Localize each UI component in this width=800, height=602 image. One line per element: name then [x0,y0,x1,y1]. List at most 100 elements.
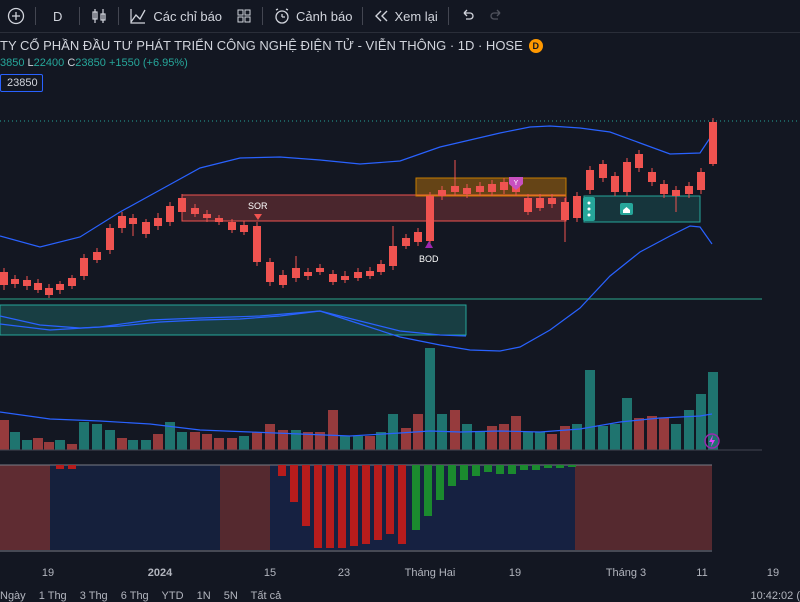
osc-bg-red [0,465,50,550]
candle-body [292,268,300,278]
ohlc-readout: 3850 L22400 C23850 +1550 (+6.95%) [0,57,188,69]
osc-bg-blue [50,465,220,550]
toolbar-divider [118,7,120,25]
candle-body [0,272,8,285]
osc-bar [350,465,358,546]
candle-body [93,252,101,260]
candle-body [402,238,410,246]
alert-label: Cảnh báo [296,8,353,24]
volume-bar [44,442,54,450]
volume-group [0,348,718,450]
volume-bar [684,410,694,450]
volume-bar [55,440,65,450]
candle-body [426,196,434,241]
clock-readout: 10:42:02 ( [750,590,800,602]
chart-type-button[interactable] [83,0,115,32]
range-6m[interactable]: 6 Thg [120,590,149,602]
volume-bar [0,420,9,450]
volume-bar [547,434,557,450]
volume-bar [365,436,375,450]
volume-bar [117,438,127,450]
range-1y[interactable]: 1N [196,590,211,602]
range-3m[interactable]: 3 Thg [79,590,108,602]
candle-body [548,198,556,204]
candle-body [586,170,594,190]
replay-button[interactable]: Xem lại [366,0,444,32]
candle-body [366,271,374,276]
osc-bar [278,465,286,476]
osc-bar [424,465,432,516]
volume-bar [585,370,595,450]
volume-bar [598,426,608,450]
candle-body [685,186,693,194]
templates-button[interactable] [229,0,259,32]
interval-button[interactable]: D [39,0,76,32]
osc-bar [362,465,370,544]
indicators-button[interactable]: Các chỉ báo [122,0,229,32]
osc-bar [496,465,504,474]
candle-body [697,172,705,190]
volume-bar [165,422,175,450]
osc-bar [338,465,346,548]
range-ytd[interactable]: YTD [161,590,184,602]
toolbar-divider [79,7,81,25]
range-day[interactable]: Ngày [0,590,26,602]
volume-bar [572,424,582,450]
volume-bar [177,432,187,450]
volume-bar [622,398,632,450]
redo-button[interactable] [482,0,512,32]
candle-body [599,164,607,178]
alert-button[interactable]: Cảnh báo [266,0,359,32]
osc-bar [460,465,468,480]
candle-body [203,214,211,218]
osc-bar [472,465,480,476]
x-axis[interactable]: 19 2024 15 23 Tháng Hai 19 Tháng 3 11 19 [0,562,800,584]
candle-body [80,258,88,276]
close-value: 23850 [75,57,106,69]
range-selector: Ngày 1 Thg 3 Thg 6 Thg YTD 1N 5N Tất cả [0,590,291,602]
volume-bar [328,410,338,450]
candle-body [414,232,422,242]
osc-histogram [56,465,576,548]
sor-marker [254,214,262,220]
range-all[interactable]: Tất cả [250,590,282,602]
volume-bar [353,436,363,450]
range-1m[interactable]: 1 Thg [38,590,67,602]
green-zone [583,195,701,223]
candle-body [129,218,137,224]
price-input-box[interactable]: 23850 [0,74,43,92]
lightning-icon[interactable] [704,433,720,449]
volume-bar [523,432,533,450]
x-tick-label: 2024 [147,567,173,579]
candle-body [228,222,236,230]
plus-circle-icon [7,7,25,25]
candle-body [524,198,532,212]
candle-body [142,222,150,234]
add-symbol-button[interactable] [0,0,32,32]
rewind-icon [375,10,388,22]
volume-bar [128,440,138,450]
low-label: L [27,57,34,69]
osc-bar [398,465,406,544]
y-marker-label: Y [514,180,519,187]
range-5y[interactable]: 5N [223,590,238,602]
candle-body [23,280,31,286]
volume-bar [202,434,212,450]
redo-icon [490,9,501,20]
candle-body [648,172,656,182]
x-tick-label: Tháng 3 [605,567,647,579]
volume-bar [265,424,275,450]
volume-bar [610,424,620,450]
osc-bar [290,465,298,502]
market-status-badge[interactable]: D [528,39,543,53]
x-tick-label: 11 [696,567,708,579]
chart-canvas[interactable]: SOR BOD Y [0,96,800,560]
replay-label: Xem lại [394,8,438,24]
bod-label: BOD [419,254,439,264]
candle-body [316,268,324,272]
candle-body [166,206,174,222]
candle-body [389,246,397,266]
osc-bar [520,465,528,470]
x-tick-label: 15 [263,567,277,579]
undo-button[interactable] [452,0,482,32]
